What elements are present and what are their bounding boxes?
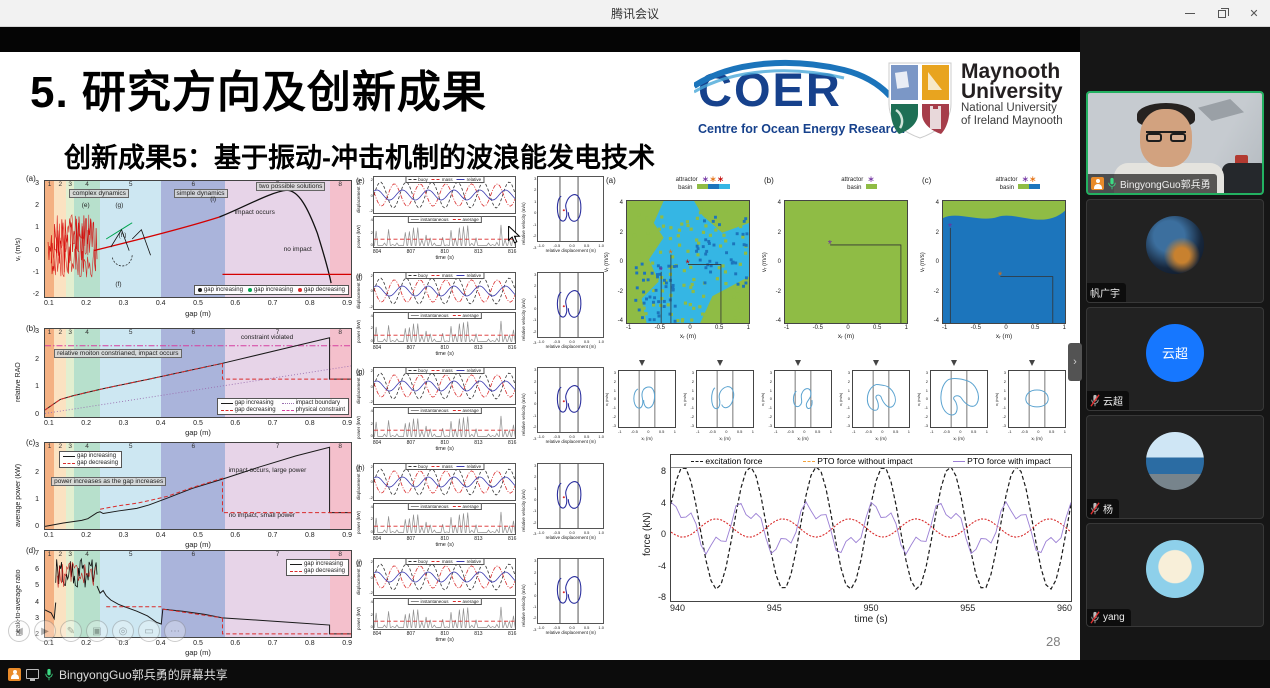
participant-name: BingyongGuo郭兵勇 xyxy=(1120,180,1211,191)
toolbar-button[interactable]: ◎ xyxy=(112,620,134,642)
minimize-icon xyxy=(1185,13,1195,14)
flow-arrow-icon xyxy=(639,360,645,366)
toolbar-button[interactable]: ▣ xyxy=(86,620,108,642)
restore-icon xyxy=(1218,7,1229,18)
timeseries-panel: (e) displacement (m) power (kW) buoy mass… xyxy=(356,176,604,654)
phase-portrait: vᵣ (m/s) 3 2 1 0 -1 -2 -3 -1 -0.5 0 0.5 1 xᵣ (m xyxy=(760,360,836,450)
presenter-badge-icon xyxy=(8,667,21,681)
timeseries-row: (f) displacement (m) power (kW) buoy mass… xyxy=(356,271,604,357)
mic-muted-icon xyxy=(1090,611,1100,624)
close-button[interactable]: ✕ xyxy=(1249,8,1259,20)
sidebar-collapse-handle[interactable]: › xyxy=(1068,343,1082,381)
svg-text:*: * xyxy=(948,221,953,233)
slide-subtitle: 创新成果5：基于振动-冲击机制的波浪能发电技术 xyxy=(64,143,656,173)
toolbar-button[interactable]: ✎ xyxy=(60,620,82,642)
mic-muted-icon xyxy=(1090,394,1100,407)
screen-share-icon xyxy=(26,669,39,681)
basin-plot-c: (c) attractor ∗∗ basin vᵣ (m/s) 4 2 0 -2 -4 * xyxy=(920,174,1066,340)
toolbar-button[interactable]: ⋯ xyxy=(164,620,186,642)
svg-text:*: * xyxy=(659,265,664,277)
avatar xyxy=(1146,539,1204,598)
participant-tile-speaker[interactable]: BingyongGuo郭兵勇 xyxy=(1086,91,1264,195)
flow-arrow-icon xyxy=(873,360,879,366)
participant-name: 云超 xyxy=(1103,397,1123,408)
titlebar: 腾讯会议 ✕ xyxy=(0,0,1270,27)
timeseries-row: (e) displacement (m) power (kW) buoy mass… xyxy=(356,176,604,261)
screen-share-area: 5. 研究方向及创新成果 创新成果5：基于振动-冲击机制的波浪能发电技术 COE… xyxy=(0,27,1080,660)
timeseries-row: (g) displacement (m) power (kW) buoy mass… xyxy=(356,367,604,453)
presenter-badge-icon xyxy=(1091,177,1104,190)
toolbar-button[interactable]: ▶ xyxy=(34,620,56,642)
avatar xyxy=(1146,431,1204,490)
flow-arrow-icon xyxy=(951,360,957,366)
phase-portrait-strip: vᵣ (m/s) 3 2 1 0 -1 -2 -3 -1 -0.5 0 0.5 1 xᵣ (m xyxy=(604,360,1074,450)
mic-on-icon xyxy=(1108,177,1116,190)
toolbar-button[interactable]: ▭ xyxy=(138,620,160,642)
participant-name: 杨 xyxy=(1103,505,1113,516)
participants-sidebar: BingyongGuo郭兵勇 帆广宇 云超 云超 杨 xyxy=(1080,27,1270,660)
maynooth-logo: Maynooth University National University … xyxy=(888,61,1063,140)
window-title: 腾讯会议 xyxy=(610,6,659,21)
svg-text:*: * xyxy=(828,238,833,250)
presentation-slide: 5. 研究方向及创新成果 创新成果5：基于振动-冲击机制的波浪能发电技术 COE… xyxy=(0,52,1080,660)
timeseries-row: (h) displacement (m) power (kW) buoy mass… xyxy=(356,462,604,548)
glasses-icon xyxy=(1146,131,1186,142)
phase-portrait: vᵣ (m/s) 3 2 1 0 -1 -2 -3 -1 -0.5 0 0.5 1 xᵣ (m xyxy=(916,360,992,450)
minimize-button[interactable] xyxy=(1174,0,1206,27)
force-plot: force (kN) 8 4 0 -4 -8 excitation force PTO f… xyxy=(642,454,1072,625)
mic-muted-icon xyxy=(1090,502,1100,515)
timeseries-row: (i) displacement (m) power (kW) buoy mass… xyxy=(356,558,604,644)
svg-text:*: * xyxy=(998,270,1003,282)
participant-tile[interactable]: 杨 xyxy=(1086,415,1264,519)
flow-arrow-icon xyxy=(795,360,801,366)
svg-text:*: * xyxy=(668,248,673,260)
participant-name: yang xyxy=(1103,612,1125,623)
phase-portrait: vᵣ (m/s) 3 2 1 0 -1 -2 -3 -1 -0.5 0 0.5 1 xᵣ (m xyxy=(994,360,1070,450)
participant-tile[interactable]: 云超 云超 xyxy=(1086,307,1264,411)
share-status-label: BingyongGuo郭兵勇的屏幕共享 xyxy=(59,667,228,682)
svg-text:*: * xyxy=(686,258,691,270)
phase-portrait: vᵣ (m/s) 3 2 1 0 -1 -2 -3 -1 -0.5 0 0.5 1 xᵣ (m xyxy=(682,360,758,450)
coer-wave-icon xyxy=(694,59,890,99)
basin-plot-b: (b) attractor ∗ basin vᵣ (m/s) 4 2 0 -2 -4 * xyxy=(762,174,908,340)
phase-portrait: vᵣ (m/s) 3 2 1 0 -1 -2 -3 -1 -0.5 0 0.5 1 xᵣ (m xyxy=(838,360,914,450)
presenter-toolbar: ◀ ▶ ✎ ▣ ◎ ▭ ⋯ xyxy=(8,620,186,642)
page-number: 28 xyxy=(1046,634,1061,649)
maynooth-shield-icon xyxy=(888,62,952,139)
slide-title: 5. 研究方向及创新成果 xyxy=(30,68,487,117)
participant-name: 帆广宇 xyxy=(1090,289,1120,300)
participant-tile[interactable]: 帆广宇 xyxy=(1086,199,1264,303)
flow-arrow-icon xyxy=(717,360,723,366)
phase-portrait: vᵣ (m/s) 3 2 1 0 -1 -2 -3 -1 -0.5 0 0.5 1 xᵣ (m xyxy=(604,360,680,450)
participant-tile[interactable]: yang xyxy=(1086,523,1264,627)
basin-plot-a: (a) attractor ∗∗∗ basin vᵣ (m/s) 4 2 0 -2 -4 xyxy=(604,174,750,340)
avatar: 云超 xyxy=(1146,323,1204,382)
maximize-button[interactable] xyxy=(1206,0,1238,27)
mouse-cursor xyxy=(508,226,521,244)
mic-on-icon xyxy=(45,668,53,680)
flow-arrow-icon xyxy=(1029,360,1035,366)
avatar xyxy=(1146,215,1204,274)
share-status-bar: BingyongGuo郭兵勇的屏幕共享 xyxy=(0,660,1270,688)
coer-logo: COER Centre for Ocean Energy Research xyxy=(694,59,905,150)
toolbar-button[interactable]: ◀ xyxy=(8,620,30,642)
